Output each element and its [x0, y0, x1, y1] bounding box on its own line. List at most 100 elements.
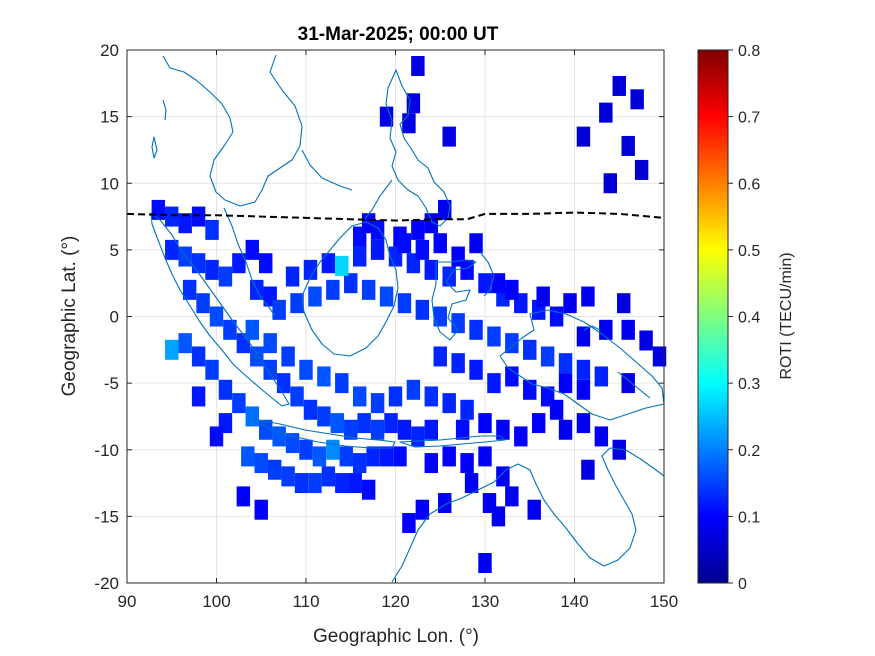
- roti-cell: [406, 379, 421, 400]
- roti-cell: [290, 293, 304, 314]
- colorbar-tick-label: 0.2: [738, 443, 760, 460]
- roti-cell: [411, 219, 425, 240]
- roti-cell: [352, 386, 367, 407]
- roti-cell: [505, 279, 519, 300]
- roti-cell: [433, 346, 447, 367]
- roti-cell: [348, 473, 362, 494]
- x-tick-label: 110: [292, 592, 319, 611]
- roti-cell: [344, 419, 358, 440]
- y-axis-title: Geographic Lat. (°): [59, 236, 80, 397]
- roti-cell: [402, 113, 416, 134]
- roti-cell: [312, 446, 327, 467]
- y-tick-label: 15: [100, 108, 119, 127]
- roti-cell: [379, 446, 394, 467]
- colorbar-tick-label: 0.1: [738, 509, 760, 526]
- roti-cell: [469, 319, 483, 340]
- roti-cell: [455, 419, 470, 440]
- roti-cell: [357, 413, 371, 434]
- roti-cell: [491, 273, 506, 294]
- roti-cell: [299, 439, 313, 460]
- roti-cell: [250, 346, 264, 367]
- roti-cell: [285, 433, 300, 454]
- roti-cell: [178, 333, 192, 354]
- roti-cell: [196, 293, 210, 314]
- roti-cell: [191, 206, 206, 227]
- roti-cell: [326, 439, 340, 460]
- roti-cell: [549, 399, 564, 420]
- roti-cell: [263, 333, 277, 354]
- roti-cell: [245, 406, 260, 427]
- roti-cell: [549, 306, 564, 327]
- roti-cell: [267, 459, 282, 480]
- roti-cell: [576, 413, 591, 434]
- roti-cell: [451, 313, 465, 334]
- roti-cell: [151, 199, 166, 220]
- roti-cell: [487, 373, 501, 394]
- roti-cell: [505, 486, 519, 507]
- roti-cell: [272, 426, 286, 447]
- roti-cell: [433, 306, 447, 327]
- roti-cell: [236, 486, 251, 507]
- roti-cell: [411, 426, 425, 447]
- roti-cell: [361, 279, 376, 300]
- roti-cell: [259, 253, 273, 274]
- x-tick-label: 90: [118, 592, 137, 611]
- roti-cell: [469, 233, 483, 254]
- colorbar-tick-label: 0: [738, 576, 747, 593]
- roti-cell: [388, 386, 403, 407]
- roti-cell: [352, 246, 367, 267]
- colorbar-ticks: 0.8 0.7 0.6 0.5 0.4 0.3 0.2 0.1 0: [728, 43, 760, 593]
- roti-cell: [384, 413, 398, 434]
- roti-cell: [254, 453, 268, 474]
- roti-cell: [514, 426, 528, 447]
- roti-cell: [424, 453, 439, 474]
- roti-cell: [321, 466, 336, 487]
- roti-cell: [165, 206, 179, 227]
- roti-cell: [594, 366, 609, 387]
- coastlines: [150, 54, 665, 583]
- roti-cell: [540, 346, 555, 367]
- roti-cell: [599, 102, 613, 123]
- roti-cell: [496, 419, 510, 440]
- roti-cell: [415, 239, 430, 260]
- roti-cell: [411, 55, 425, 76]
- roti-cell: [397, 293, 412, 314]
- roti-cell: [478, 553, 492, 574]
- roti-cell: [487, 326, 501, 347]
- roti-cell: [182, 279, 197, 300]
- roti-cell: [424, 213, 439, 234]
- x-tick-label: 130: [471, 592, 499, 611]
- colorbar-tick-label: 0.3: [738, 376, 760, 393]
- roti-cell: [523, 339, 537, 360]
- roti-cell: [621, 319, 635, 340]
- x-tick-label: 150: [650, 592, 678, 611]
- roti-cell: [424, 259, 439, 280]
- roti-cell: [451, 353, 465, 374]
- roti-cell: [209, 426, 224, 447]
- x-tick-label: 100: [202, 592, 230, 611]
- colorbar-tick-label: 0.8: [738, 43, 760, 60]
- roti-cell: [303, 259, 318, 280]
- x-axis-ticks: 90 100 110 120 130 140 150: [118, 50, 678, 611]
- roti-cell: [335, 255, 349, 276]
- roti-cell: [321, 253, 336, 274]
- roti-cell: [191, 346, 206, 367]
- roti-cell: [379, 106, 394, 127]
- roti-cell: [361, 479, 376, 500]
- roti-cell: [317, 406, 331, 427]
- roti-cell: [339, 446, 353, 467]
- roti-cell: [290, 386, 304, 407]
- roti-cell: [531, 413, 546, 434]
- roti-cell: [594, 426, 609, 447]
- roti-cell: [424, 386, 439, 407]
- roti-cell: [397, 233, 412, 254]
- colorbar-tick-label: 0.4: [738, 310, 760, 327]
- colorbar-tick-label: 0.6: [738, 176, 760, 193]
- roti-cell: [581, 459, 595, 480]
- roti-cell: [272, 299, 286, 320]
- roti-cell: [370, 393, 385, 414]
- roti-cell: [366, 446, 380, 467]
- roti-cell: [634, 159, 649, 180]
- roti-cell: [191, 386, 206, 407]
